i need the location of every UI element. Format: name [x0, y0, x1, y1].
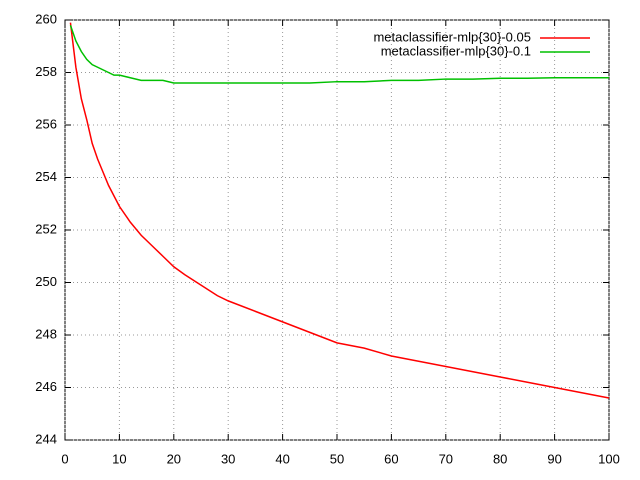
x-tick-label: 20	[167, 451, 181, 466]
x-tick-label: 50	[330, 451, 344, 466]
legend-label: metaclassifier-mlp{30}-0.1	[381, 43, 531, 58]
x-tick-label: 60	[384, 451, 398, 466]
y-tick-label: 244	[35, 431, 57, 446]
y-tick-label: 250	[35, 274, 57, 289]
x-tick-label: 80	[493, 451, 507, 466]
legend-label: metaclassifier-mlp{30}-0.05	[373, 29, 531, 44]
y-tick-label: 256	[35, 116, 57, 131]
x-tick-label: 70	[439, 451, 453, 466]
y-tick-label: 258	[35, 64, 57, 79]
y-tick-label: 252	[35, 221, 57, 236]
series-line	[69, 25, 609, 84]
y-tick-label: 246	[35, 379, 57, 394]
x-tick-label: 30	[221, 451, 235, 466]
series-line	[69, 22, 610, 399]
y-tick-label: 260	[35, 11, 57, 26]
x-tick-label: 40	[275, 451, 289, 466]
y-tick-label: 248	[35, 326, 57, 341]
x-tick-label: 90	[547, 451, 561, 466]
y-tick-label: 254	[35, 169, 57, 184]
x-tick-label: 100	[598, 451, 620, 466]
x-tick-label: 0	[61, 451, 68, 466]
x-tick-label: 10	[112, 451, 126, 466]
